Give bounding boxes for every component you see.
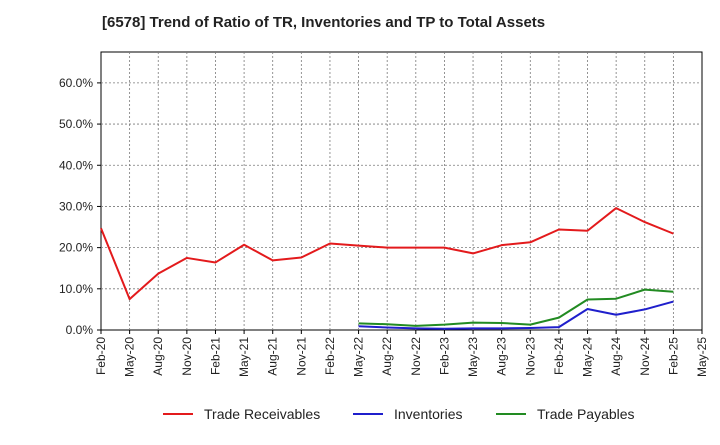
x-tick-label: May-23: [466, 337, 480, 377]
series-line-1: [358, 300, 674, 330]
x-tick-label: May-24: [581, 337, 595, 377]
y-tick-label: 0.0%: [66, 323, 94, 337]
x-tick-label: May-20: [123, 337, 137, 377]
y-tick-label: 30.0%: [59, 199, 93, 213]
x-tick-label: Feb-25: [666, 337, 680, 375]
x-tick-label: Feb-22: [323, 337, 337, 375]
x-tick-label: Nov-21: [294, 337, 308, 376]
x-tick-label: Aug-23: [495, 337, 509, 376]
x-tick-label: Nov-20: [180, 337, 194, 376]
series-line-2: [358, 288, 674, 327]
x-tick-label: May-22: [352, 337, 366, 377]
y-tick-label: 60.0%: [59, 76, 93, 90]
y-tick-label: 40.0%: [59, 158, 93, 172]
x-tick-label: Feb-20: [94, 337, 108, 375]
x-tick-label: Aug-24: [609, 337, 623, 376]
legend-label-0: Trade Receivables: [204, 406, 320, 422]
x-tick-label: Aug-21: [266, 337, 280, 376]
x-tick-label: Nov-22: [409, 337, 423, 376]
x-tick-label: Aug-20: [151, 337, 165, 376]
series-line-0: [100, 207, 674, 301]
x-tick-label: May-25: [695, 337, 709, 377]
x-tick-label: Feb-23: [437, 337, 451, 375]
y-tick-label: 10.0%: [59, 282, 93, 296]
chart-title: [6578] Trend of Ratio of TR, Inventories…: [102, 14, 546, 31]
y-tick-label: 20.0%: [59, 241, 93, 255]
x-tick-label: Feb-24: [552, 337, 566, 375]
x-tick-label: May-21: [237, 337, 251, 377]
x-tick-label: Aug-22: [380, 337, 394, 376]
legend-label-1: Inventories: [394, 406, 462, 422]
x-tick-label: Feb-21: [208, 337, 222, 375]
legend-label-2: Trade Payables: [537, 406, 635, 422]
y-tick-label: 50.0%: [59, 117, 93, 131]
x-tick-label: Nov-23: [523, 337, 537, 376]
x-tick-label: Nov-24: [638, 337, 652, 376]
plot-frame: [100, 51, 703, 331]
